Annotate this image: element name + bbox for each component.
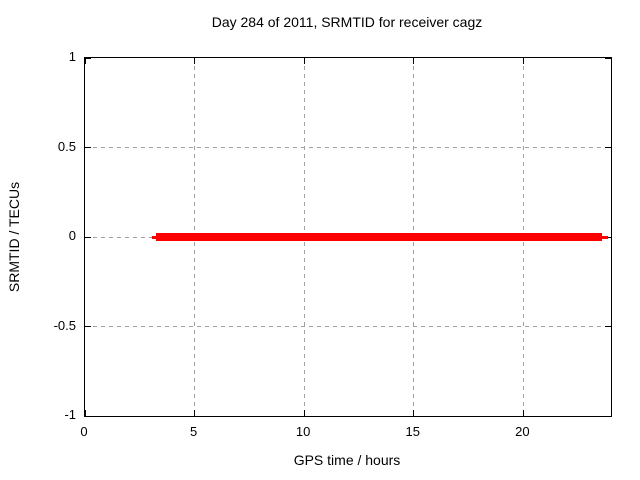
data-line-start-cap xyxy=(151,235,157,239)
y-tick-label: 0.5 xyxy=(57,138,76,154)
x-tick-bottom xyxy=(194,410,196,416)
x-tick-label: 0 xyxy=(80,424,88,439)
horizontal-gridline xyxy=(85,326,611,327)
y-tick-right xyxy=(605,415,611,417)
y-tick-right xyxy=(605,147,611,148)
y-tick-left xyxy=(85,236,91,238)
y-tick-label: -1 xyxy=(64,407,76,422)
plot-area xyxy=(84,57,612,417)
data-line xyxy=(155,233,603,241)
y-tick-label: 1 xyxy=(68,49,76,64)
y-tick-left xyxy=(85,57,91,59)
x-tick-bottom xyxy=(303,410,305,416)
x-tick-top xyxy=(522,58,524,64)
x-tick-label: 5 xyxy=(189,424,198,439)
y-tick-right xyxy=(605,57,611,59)
horizontal-gridline xyxy=(85,147,611,148)
y-tick-left xyxy=(85,326,91,327)
y-tick-left xyxy=(85,415,91,417)
y-tick-label: 0 xyxy=(68,228,76,243)
x-tick-label: 10 xyxy=(295,424,311,439)
x-tick-bottom xyxy=(413,410,415,416)
x-tick-top xyxy=(194,58,196,64)
y-tick-left xyxy=(85,147,91,148)
data-line-end-cap xyxy=(602,235,609,239)
x-tick-bottom xyxy=(522,410,524,416)
y-tick-right xyxy=(605,326,611,327)
x-tick-label: 15 xyxy=(405,424,420,439)
x-tick-bottom xyxy=(84,410,86,416)
x-tick-label: 20 xyxy=(515,424,530,439)
x-tick-top xyxy=(413,58,415,64)
y-tick-label: -0.5 xyxy=(53,317,76,333)
x-tick-top xyxy=(303,58,305,64)
x-tick-top xyxy=(84,58,86,64)
chart-title: Day 284 of 2011, SRMTID for receiver cag… xyxy=(211,14,483,30)
x-axis-label: GPS time / hours xyxy=(293,452,401,468)
